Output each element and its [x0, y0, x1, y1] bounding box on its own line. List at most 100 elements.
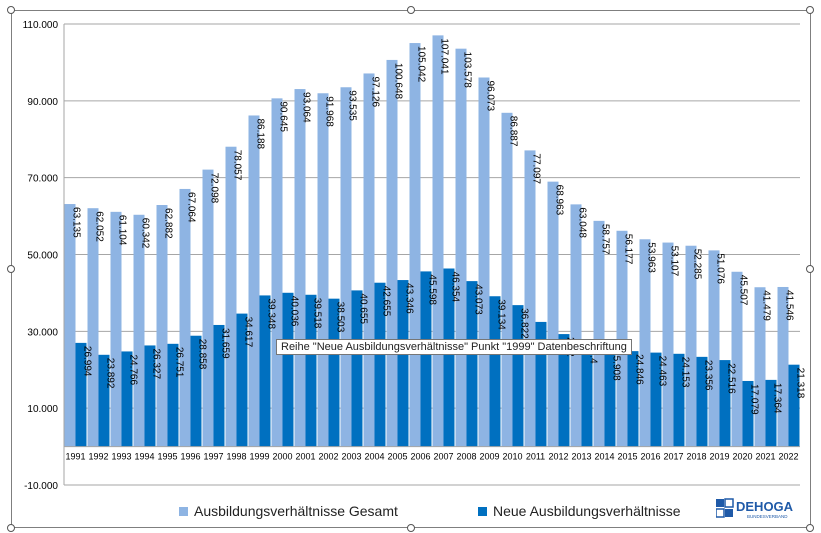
bar[interactable] — [708, 250, 720, 447]
data-label[interactable]: 38.503 — [335, 302, 346, 333]
data-label[interactable]: 100.648 — [393, 63, 404, 100]
bar[interactable] — [156, 205, 168, 447]
data-label[interactable]: 45.507 — [738, 275, 749, 306]
data-label[interactable]: 90.645 — [278, 101, 289, 132]
data-label[interactable]: 78.057 — [232, 150, 243, 181]
bar[interactable] — [282, 292, 294, 447]
bar[interactable] — [432, 35, 444, 447]
data-label[interactable]: 77.097 — [531, 153, 542, 184]
resize-handle-top-right[interactable] — [806, 6, 814, 14]
data-label[interactable]: 17.364 — [772, 383, 783, 414]
data-label[interactable]: 105.042 — [416, 46, 427, 83]
bar[interactable] — [75, 342, 87, 447]
bar[interactable] — [535, 321, 547, 447]
bar[interactable] — [167, 343, 179, 447]
data-label[interactable]: 43.346 — [404, 283, 415, 314]
data-label[interactable]: 68.963 — [554, 185, 565, 216]
data-label[interactable]: 60.342 — [140, 218, 151, 249]
data-label[interactable]: 62.882 — [163, 208, 174, 239]
bar[interactable] — [386, 59, 398, 447]
resize-handle-bottom[interactable] — [407, 524, 415, 532]
data-label[interactable]: 51.076 — [715, 253, 726, 284]
data-label[interactable]: 46.354 — [450, 272, 461, 303]
bar[interactable] — [696, 356, 708, 447]
legend-item-neue[interactable]: Neue Ausbildungsverhältnisse — [478, 503, 681, 519]
bar[interactable] — [363, 73, 375, 447]
bar[interactable] — [524, 150, 536, 447]
data-label[interactable]: 25.908 — [611, 350, 622, 381]
data-label[interactable]: 72.098 — [209, 173, 220, 204]
bar[interactable] — [351, 290, 363, 447]
data-label[interactable]: 62.052 — [94, 211, 105, 242]
data-label[interactable]: 21.318 — [795, 368, 806, 399]
data-label[interactable]: 91.968 — [324, 96, 335, 127]
bar[interactable] — [340, 87, 352, 447]
bar[interactable] — [110, 211, 122, 447]
bar[interactable] — [133, 214, 145, 447]
bar[interactable] — [455, 48, 467, 447]
data-label[interactable]: 42.655 — [381, 286, 392, 317]
data-label[interactable]: 31.659 — [220, 328, 231, 359]
bar[interactable] — [547, 181, 559, 447]
data-label[interactable]: 53.107 — [669, 246, 680, 277]
data-label[interactable]: 45.598 — [427, 274, 438, 305]
data-label[interactable]: 93.535 — [347, 90, 358, 121]
data-label[interactable]: 53.963 — [646, 242, 657, 273]
data-label[interactable]: 28.858 — [197, 339, 208, 370]
data-label[interactable]: 103.578 — [462, 52, 473, 89]
data-label[interactable]: 58.757 — [600, 224, 611, 255]
data-label[interactable]: 97.126 — [370, 76, 381, 107]
bar[interactable] — [225, 146, 237, 447]
bar[interactable] — [489, 296, 501, 447]
legend-item-gesamt[interactable]: Ausbildungsverhältnisse Gesamt — [179, 503, 398, 519]
bar[interactable] — [731, 271, 743, 447]
bar[interactable] — [294, 89, 306, 447]
bar[interactable] — [639, 239, 651, 447]
resize-handle-left[interactable] — [7, 265, 15, 273]
data-label[interactable]: 23.892 — [105, 358, 116, 389]
data-label[interactable]: 40.036 — [289, 296, 300, 327]
resize-handle-bottom-left[interactable] — [7, 524, 15, 532]
data-label[interactable]: 39.518 — [312, 298, 323, 329]
bar[interactable] — [317, 93, 329, 447]
bar[interactable] — [121, 351, 133, 447]
resize-handle-right[interactable] — [806, 265, 814, 273]
bar[interactable] — [501, 112, 513, 447]
bar[interactable] — [248, 115, 260, 447]
data-label[interactable]: 41.479 — [761, 290, 772, 321]
data-label[interactable]: 26.327 — [151, 348, 162, 379]
bar[interactable] — [374, 282, 386, 447]
bar[interactable] — [788, 364, 800, 447]
data-label[interactable]: 56.177 — [623, 234, 634, 265]
data-label[interactable]: 39.134 — [496, 299, 507, 330]
data-label[interactable]: 52.285 — [692, 249, 703, 280]
data-label[interactable]: 63.135 — [71, 207, 82, 238]
bar[interactable] — [581, 341, 593, 447]
resize-handle-bottom-right[interactable] — [806, 524, 814, 532]
data-label[interactable]: 26.751 — [174, 347, 185, 378]
data-label[interactable]: 24.766 — [128, 354, 139, 385]
data-label[interactable]: 67.064 — [186, 192, 197, 223]
bar[interactable] — [443, 268, 455, 447]
resize-handle-top-left[interactable] — [7, 6, 15, 14]
bar[interactable] — [236, 313, 248, 447]
data-label[interactable]: 96.073 — [485, 81, 496, 112]
data-label[interactable]: 24.463 — [657, 356, 668, 387]
bar[interactable] — [397, 280, 409, 447]
data-label[interactable]: 26.994 — [82, 346, 93, 377]
bar[interactable] — [213, 324, 225, 447]
bar[interactable] — [328, 298, 340, 447]
data-label[interactable]: 39.348 — [266, 298, 277, 329]
bar[interactable] — [777, 286, 789, 447]
bar[interactable] — [754, 287, 766, 447]
bar[interactable] — [616, 230, 628, 447]
bar[interactable] — [259, 295, 271, 447]
bar[interactable] — [558, 334, 570, 447]
bar[interactable] — [87, 208, 99, 447]
data-label[interactable]: 22.516 — [726, 363, 737, 394]
bar[interactable] — [570, 204, 582, 447]
bar[interactable] — [409, 43, 421, 447]
data-label[interactable]: 93.064 — [301, 92, 312, 123]
data-label[interactable]: 40.655 — [358, 293, 369, 324]
bar[interactable] — [305, 294, 317, 447]
